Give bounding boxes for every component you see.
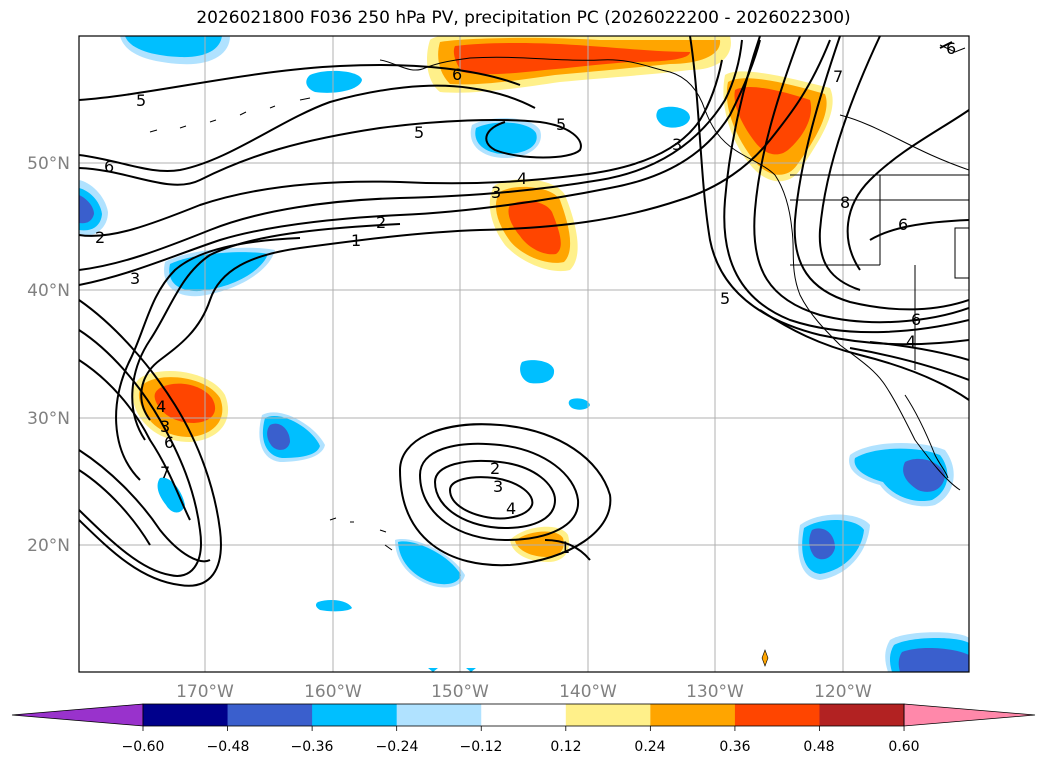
- contour-label: 7: [833, 67, 843, 86]
- contour-label: 3: [491, 183, 501, 202]
- map-frame: [78, 35, 970, 673]
- contour-label: 7: [160, 463, 170, 482]
- contour-label: 3: [130, 269, 140, 288]
- contour-labels: 5 6 5 5 6 4 3 2 1 2 3 6 3 4 3 6 7 2 3 4 …: [95, 39, 956, 557]
- colorbar-extend-min: [11, 703, 144, 727]
- contour-label: 4: [517, 169, 527, 188]
- lat-label: 20°N: [27, 536, 70, 556]
- lon-label: 160°W: [304, 682, 362, 702]
- contour-label: 6: [946, 39, 956, 58]
- contour-label: 4: [506, 499, 516, 518]
- contour-label: 5: [720, 289, 730, 308]
- colorbar-segment: [819, 704, 905, 726]
- colorbar-extend-max: [903, 703, 1036, 727]
- lon-label: 120°W: [814, 682, 872, 702]
- colorbar-segment: [565, 704, 651, 726]
- contour-label: 5: [414, 123, 424, 142]
- contour-label: 8: [840, 193, 850, 212]
- longitude-labels: 170°W 160°W 150°W 140°W 130°W 120°W: [176, 682, 872, 702]
- colorbar-segment: [481, 704, 567, 726]
- contour-label: 4: [906, 332, 916, 351]
- colorbar-tick-label: 0.36: [719, 739, 750, 755]
- latitude-labels: 50°N 40°N 30°N 20°N: [27, 154, 70, 556]
- contour-label: 4: [156, 397, 166, 416]
- contour-label: 3: [672, 135, 682, 154]
- gridlines: [79, 36, 969, 672]
- colorbar-tick-label: −0.36: [291, 739, 334, 755]
- lat-label: 50°N: [27, 154, 70, 174]
- contour-label: 2: [95, 228, 105, 247]
- colorbar-segment: [143, 704, 229, 726]
- colorbar-tick-label: 0.12: [550, 739, 581, 755]
- colorbar-tick-label: −0.24: [376, 739, 419, 755]
- lat-label: 40°N: [27, 281, 70, 301]
- lon-label: 140°W: [559, 682, 617, 702]
- contour-label: 6: [452, 65, 462, 84]
- colorbar-tick-label: 0.60: [888, 739, 919, 755]
- map-content: 5 6 5 5 6 4 3 2 1 2 3 6 3 4 3 6 7 2 3 4 …: [79, 36, 969, 672]
- lon-label: 130°W: [686, 682, 744, 702]
- colorbar-segment: [650, 704, 736, 726]
- contour-label: 6: [911, 310, 921, 329]
- contour-label: 2: [490, 459, 500, 478]
- contour-label: 1: [351, 231, 361, 250]
- contour-label: 6: [898, 215, 908, 234]
- contour-label: 5: [136, 91, 146, 110]
- contour-label: 3: [493, 477, 503, 496]
- lon-label: 170°W: [176, 682, 234, 702]
- lon-label: 150°W: [431, 682, 489, 702]
- colorbar-tick-label: −0.60: [122, 739, 165, 755]
- contour-label: 1: [560, 538, 570, 557]
- contour-label: 5: [556, 115, 566, 134]
- colorbar-outline: [142, 703, 905, 727]
- contour-label: 6: [164, 433, 174, 452]
- negative-shading: [79, 36, 969, 672]
- colorbar-segment: [734, 704, 820, 726]
- colorbar-segment: [227, 704, 313, 726]
- pv-contours: [79, 36, 969, 587]
- colorbar-tick-label: −0.48: [207, 739, 250, 755]
- colorbar-segment: [396, 704, 482, 726]
- colorbar-tick-label: −0.12: [460, 739, 503, 755]
- colorbar-tick-label: 0.48: [803, 739, 834, 755]
- colorbar: −0.60 −0.48 −0.36 −0.24 −0.12 0.12 0.24 …: [11, 703, 1036, 755]
- contour-label: 6: [104, 157, 114, 176]
- colorbar-tick-label: 0.24: [634, 739, 665, 755]
- contour-label: 3: [160, 417, 170, 436]
- figure-title: 2026021800 F036 250 hPa PV, precipitatio…: [196, 8, 851, 28]
- contour-label: 2: [376, 213, 386, 232]
- colorbar-segment: [312, 704, 398, 726]
- lat-label: 30°N: [27, 409, 70, 429]
